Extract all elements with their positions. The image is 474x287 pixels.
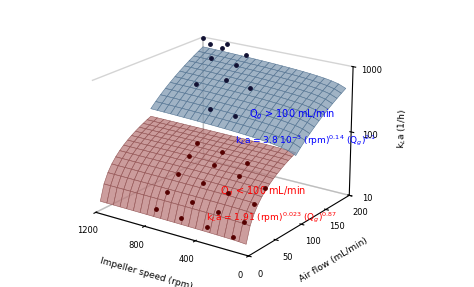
- X-axis label: Impeller speed (rpm): Impeller speed (rpm): [99, 256, 193, 287]
- Y-axis label: Air flow (mL/min): Air flow (mL/min): [298, 236, 369, 284]
- Text: Q$_g$ < 100 mL/min: Q$_g$ < 100 mL/min: [220, 185, 307, 199]
- Text: k$_L$a = 3.8 10$^{-3}$ (rpm)$^{0.14}$ (Q$_g$)$^{2.1}$: k$_L$a = 3.8 10$^{-3}$ (rpm)$^{0.14}$ (Q…: [235, 133, 376, 148]
- Text: Q$_g$ > 100 mL/min: Q$_g$ > 100 mL/min: [249, 108, 336, 122]
- Text: k$_L$a = 1.91 (rpm)$^{0.023}$ (Q$_g$)$^{0.87}$: k$_L$a = 1.91 (rpm)$^{0.023}$ (Q$_g$)$^{…: [206, 211, 337, 225]
